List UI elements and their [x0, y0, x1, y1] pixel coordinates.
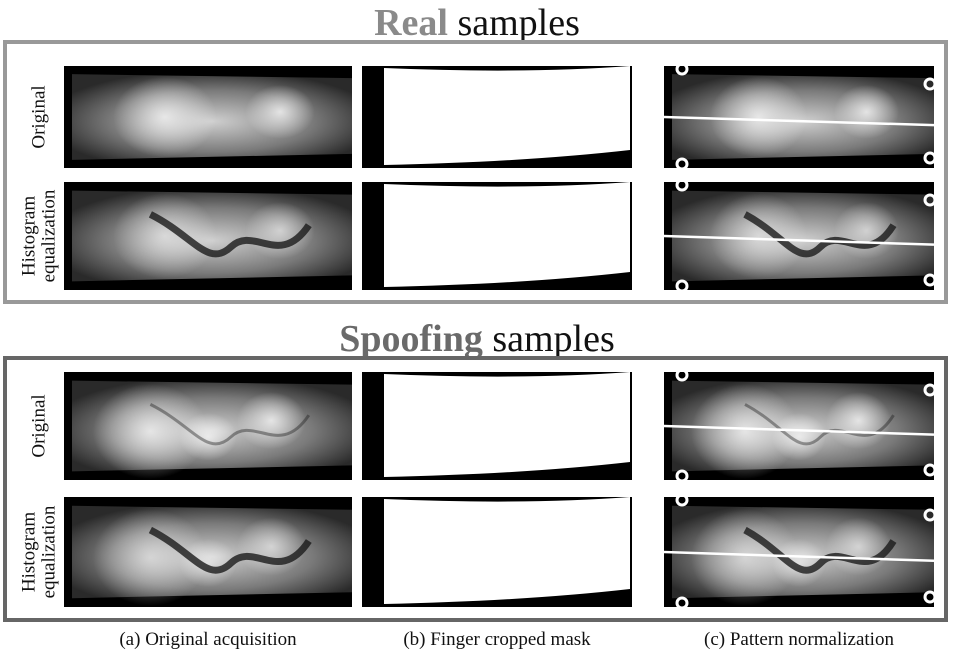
section-space	[483, 318, 493, 360]
column-caption: (b) Finger cropped mask	[403, 629, 591, 650]
bright-area	[112, 193, 217, 279]
section-title-text: samples	[492, 318, 614, 360]
row-label: Original	[28, 394, 49, 457]
landmark	[923, 463, 937, 477]
landmark	[675, 279, 689, 293]
section-highlight: Spoofing	[339, 318, 483, 360]
finger-image	[663, 178, 937, 293]
bright-area	[112, 76, 217, 158]
landmark	[923, 151, 937, 165]
landmark	[923, 508, 937, 522]
mask-region	[384, 66, 630, 165]
finger-image	[663, 368, 937, 483]
vein	[148, 211, 312, 258]
vein	[744, 403, 895, 446]
bright-area	[772, 538, 826, 588]
bright-area	[709, 76, 808, 158]
section-title-text: samples	[457, 2, 579, 44]
section-frame	[3, 356, 948, 622]
mask-image	[362, 372, 632, 480]
landmark	[923, 77, 937, 91]
landmark	[675, 596, 689, 610]
mask-image	[362, 497, 632, 607]
section-title: Real samples	[374, 2, 580, 44]
landmark	[675, 493, 689, 507]
normalization-line	[663, 234, 935, 246]
vein	[149, 403, 311, 446]
vein	[743, 211, 897, 258]
bright-area	[691, 383, 799, 479]
bright-area	[92, 383, 208, 479]
section-frame	[3, 40, 948, 304]
landmark	[923, 193, 937, 207]
mask-region	[384, 182, 630, 287]
landmark	[923, 590, 937, 604]
column-caption: (a) Original acquisition	[119, 629, 297, 650]
landmark	[675, 157, 689, 171]
column-caption: (c) Pattern normalization	[704, 629, 894, 650]
finger-image	[663, 493, 937, 610]
bright-area	[245, 84, 315, 139]
normalization-line	[663, 115, 935, 127]
normalization-line	[663, 424, 935, 436]
bright-area	[179, 413, 237, 461]
bright-area	[826, 392, 891, 450]
section-highlight: Real	[374, 2, 448, 44]
bright-area	[92, 509, 208, 606]
row-label: Histogram	[18, 512, 39, 592]
row-label: equalization	[38, 189, 59, 282]
bright-area	[826, 517, 891, 576]
bright-area	[834, 84, 899, 139]
finger-image	[64, 372, 352, 480]
finger-image	[64, 497, 352, 607]
row-label: Original	[28, 85, 49, 148]
bright-area	[179, 538, 237, 588]
landmark	[923, 273, 937, 287]
landmark	[675, 178, 689, 192]
landmark	[923, 383, 937, 397]
mask-region	[384, 497, 630, 604]
vein	[743, 526, 897, 574]
normalization-line	[663, 550, 935, 563]
landmark	[675, 62, 689, 76]
landmark	[675, 368, 689, 382]
bright-area	[236, 392, 306, 450]
mask-region	[384, 372, 630, 477]
bright-area	[709, 193, 808, 279]
section-title: Spoofing samples	[339, 318, 615, 360]
finger-image	[64, 182, 352, 290]
bright-area	[236, 517, 306, 576]
row-label: equalization	[38, 505, 59, 598]
row-label: Histogram	[18, 196, 39, 276]
finger-image	[64, 66, 352, 168]
finger-image	[663, 62, 937, 171]
mask-image	[362, 66, 632, 168]
bright-area	[691, 509, 799, 606]
landmark	[675, 469, 689, 483]
bright-area	[772, 413, 826, 461]
vein	[148, 526, 312, 574]
mask-image	[362, 182, 632, 290]
section-space	[448, 2, 458, 44]
